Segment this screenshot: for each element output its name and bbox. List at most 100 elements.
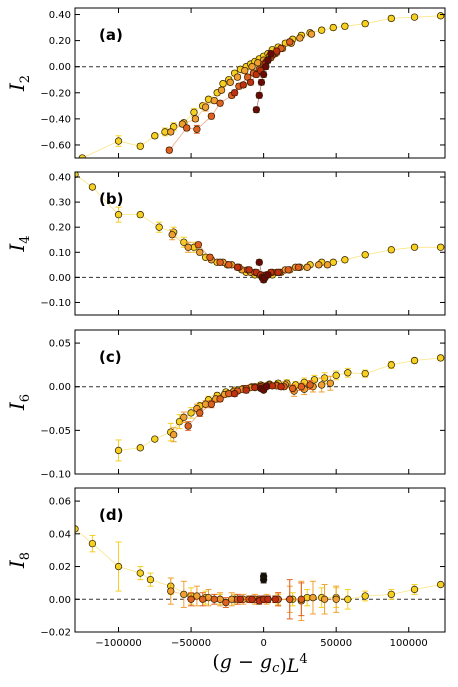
y-axis-label: I6 xyxy=(5,394,33,411)
data-point xyxy=(75,525,79,533)
y-tick-label: −0.05 xyxy=(40,426,71,437)
y-axis-label-subscript: 4 xyxy=(18,235,33,243)
data-point xyxy=(194,241,202,249)
data-point xyxy=(387,590,395,599)
data-point xyxy=(306,381,314,389)
data-point xyxy=(201,103,210,111)
data-point xyxy=(196,248,204,256)
y-tick-label: 0.06 xyxy=(49,497,71,508)
data-point xyxy=(180,590,188,599)
x-tick-label: 0 xyxy=(260,638,266,649)
y-axis-label: I8 xyxy=(5,552,33,569)
data-point xyxy=(246,78,255,86)
data-point xyxy=(277,383,285,391)
y-axis-label: I2 xyxy=(5,75,33,92)
panel-2: −0.10 0.00 0.10 0.20 0.30 0.40 (b) I4 xyxy=(5,171,446,316)
y-tick-label: 0.00 xyxy=(49,595,71,606)
data-point xyxy=(436,580,445,589)
data-point xyxy=(286,38,294,46)
data-point xyxy=(245,266,253,274)
y-tick-label: 0.20 xyxy=(49,36,71,47)
y-tick-label: −0.10 xyxy=(40,298,71,309)
y-tick-label: 0.00 xyxy=(49,273,71,284)
data-point xyxy=(259,70,268,79)
data-point xyxy=(219,80,227,88)
data-point xyxy=(226,78,234,86)
y-axis-label-subscript: 2 xyxy=(18,75,33,83)
data-point xyxy=(271,595,279,603)
data-point xyxy=(410,243,419,251)
data-point xyxy=(309,593,317,602)
data-point xyxy=(257,78,266,86)
data-point xyxy=(236,595,245,603)
data-point xyxy=(264,56,272,64)
data-point xyxy=(206,253,214,261)
data-point xyxy=(88,539,97,548)
y-axis-label-base: I xyxy=(5,82,29,92)
x-axis-label-part: c xyxy=(272,661,280,676)
data-layer xyxy=(114,354,445,462)
data-point xyxy=(242,386,250,394)
y-tick-label: 0.40 xyxy=(49,173,71,184)
data-point xyxy=(180,413,188,421)
y-tick-label: 0.40 xyxy=(49,10,71,21)
series-line xyxy=(75,528,441,600)
data-point xyxy=(190,108,198,116)
data-point xyxy=(294,263,303,271)
x-axis-label-part: g xyxy=(220,651,232,673)
data-layer xyxy=(75,172,445,284)
data-point xyxy=(216,99,224,107)
data-point xyxy=(168,231,176,239)
data-point xyxy=(274,268,282,277)
y-tick-label: 0.20 xyxy=(49,223,71,234)
data-point xyxy=(307,30,316,38)
y-tick-label: −0.02 xyxy=(40,628,71,639)
data-point xyxy=(361,592,369,600)
data-point xyxy=(222,598,230,607)
data-point xyxy=(88,183,97,191)
data-point xyxy=(262,63,270,71)
data-point xyxy=(136,444,144,452)
data-point xyxy=(303,263,311,271)
data-point xyxy=(297,595,306,603)
x-axis-label-part: g xyxy=(260,651,272,673)
data-point xyxy=(323,261,332,269)
y-tick-label: 0.04 xyxy=(49,529,71,540)
data-point xyxy=(191,115,200,123)
data-point xyxy=(207,112,216,120)
series-line xyxy=(82,15,441,158)
data-point xyxy=(136,569,144,577)
panel-label: (c) xyxy=(99,348,122,366)
plot-frame xyxy=(74,7,446,159)
data-point xyxy=(196,409,204,417)
data-point xyxy=(193,125,201,133)
data-point xyxy=(155,223,163,231)
x-axis-label-part: ) xyxy=(279,655,286,677)
y-axis-label-subscript: 8 xyxy=(18,552,33,560)
data-point xyxy=(387,361,395,369)
data-point xyxy=(341,256,349,264)
data-point xyxy=(259,575,268,584)
data-point xyxy=(436,243,445,251)
data-point xyxy=(183,124,191,132)
data-point xyxy=(225,261,233,269)
data-point xyxy=(136,210,144,219)
data-point xyxy=(233,73,242,81)
y-tick-label: −0.60 xyxy=(40,140,71,151)
data-point xyxy=(216,258,224,266)
data-point xyxy=(436,354,445,362)
data-point xyxy=(151,435,159,443)
y-tick-label: −0.20 xyxy=(40,88,71,99)
plot-frame xyxy=(74,329,446,475)
y-tick-label: 0.00 xyxy=(49,382,71,393)
data-point xyxy=(248,595,256,603)
data-point xyxy=(167,587,175,595)
data-point xyxy=(207,400,216,408)
data-point xyxy=(326,379,335,387)
data-point xyxy=(75,172,79,179)
data-point xyxy=(151,132,159,140)
data-layer xyxy=(78,12,445,158)
y-axis-label: I4 xyxy=(5,235,33,252)
data-point xyxy=(241,66,249,75)
